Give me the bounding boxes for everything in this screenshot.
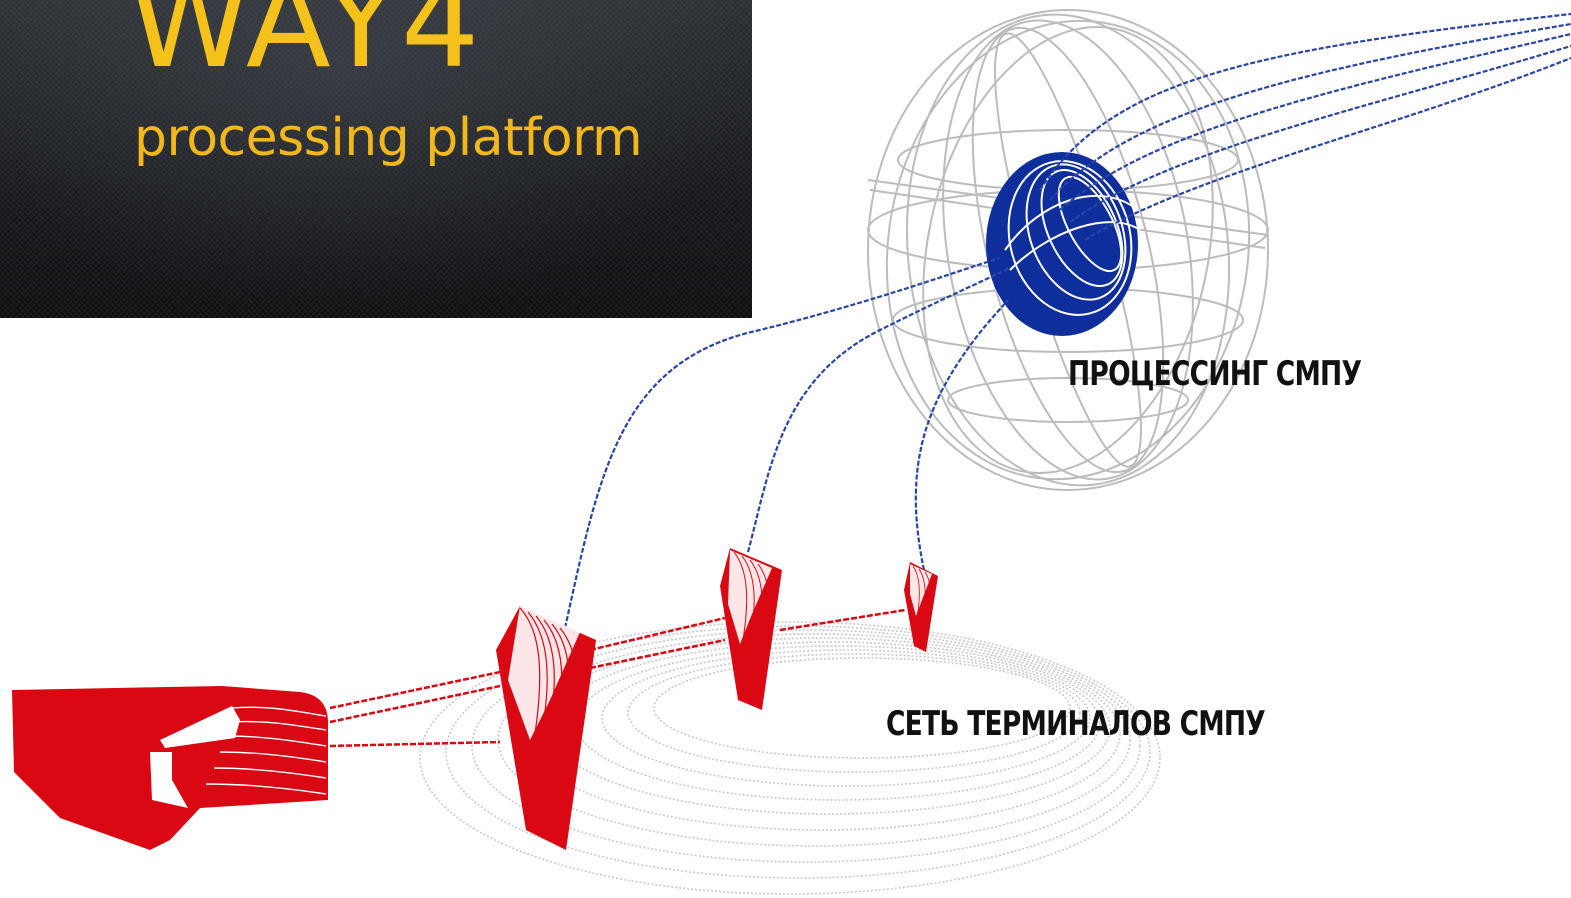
terminal-link-lines (563, 256, 1011, 629)
processing-label: ПРОЦЕССИНГ СМПУ (1068, 354, 1362, 394)
way4-logo-panel: WAY4 processing platform (0, 0, 752, 318)
uplink-lines (1039, 12, 1571, 241)
terminal-ribbon-icon (496, 606, 596, 850)
terminal-red-links (329, 608, 906, 748)
logo-subtitle: processing platform (134, 108, 643, 168)
terminal-ribbon-icon (904, 562, 938, 652)
terminal-ribbon-icon (720, 548, 782, 710)
terminal-network-label: СЕТЬ ТЕРМИНАЛОВ СМПУ (886, 704, 1266, 744)
processing-core-icon (986, 152, 1141, 336)
logo-title: WAY4 (128, 0, 482, 96)
hand-card-icon (12, 686, 328, 850)
